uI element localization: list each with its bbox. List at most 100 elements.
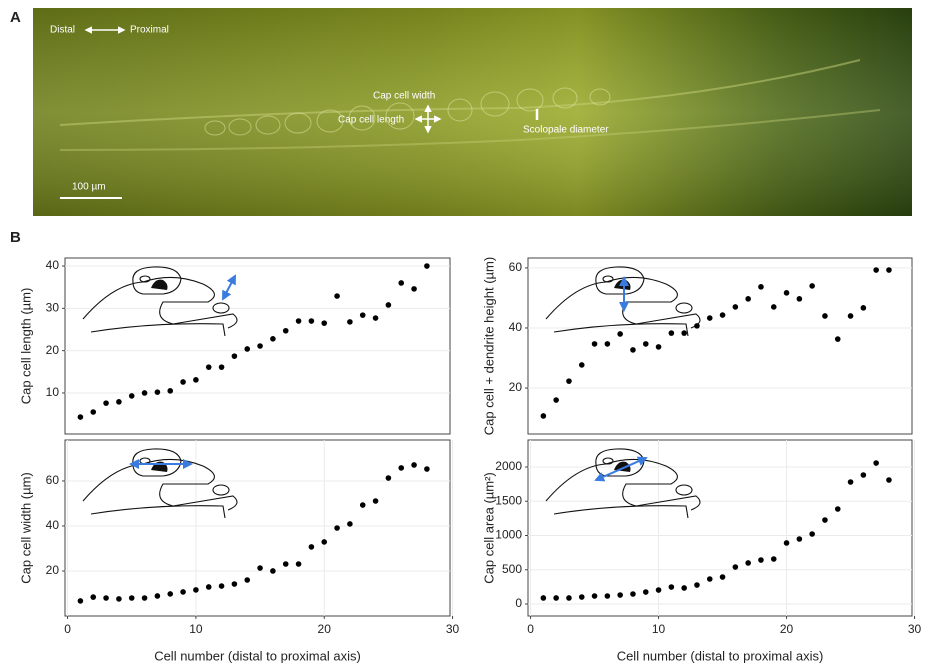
data-point: [347, 521, 353, 527]
data-point: [809, 531, 815, 537]
data-point: [745, 296, 751, 302]
data-point: [758, 557, 764, 563]
data-point: [847, 313, 854, 319]
diagram-arrow: [222, 274, 236, 301]
image-label: Cap cell width: [373, 91, 435, 102]
diagram-outline: [90, 505, 226, 519]
data-point: [566, 595, 572, 601]
data-point: [372, 315, 379, 321]
data-point: [424, 466, 430, 472]
data-point: [347, 319, 353, 325]
data-point: [642, 589, 649, 595]
data-point: [295, 561, 302, 567]
diagram-cell: [675, 484, 693, 496]
data-point: [321, 539, 328, 545]
data-point: [154, 389, 161, 395]
data-point: [617, 331, 623, 337]
data-point: [372, 498, 379, 504]
data-point: [141, 595, 148, 601]
diagram-arrow: [594, 456, 648, 482]
data-point: [334, 293, 340, 299]
diagram-outline: [553, 323, 689, 337]
data-point: [540, 413, 547, 419]
y-axis-label: Cap cell area (µm²): [481, 472, 496, 584]
data-point: [398, 465, 405, 471]
data-point: [732, 564, 739, 570]
data-point: [244, 577, 251, 583]
data-point: [257, 343, 263, 349]
data-point: [540, 595, 547, 601]
data-point: [167, 388, 174, 394]
data-point: [604, 341, 611, 347]
plot-area: [527, 439, 913, 617]
cell-diagram: [82, 266, 238, 337]
data-point: [321, 320, 328, 326]
organ-edge: [59, 109, 881, 151]
diagram-cell: [139, 275, 151, 283]
diagram-cell: [602, 275, 614, 283]
plot-area: [527, 257, 913, 435]
data-point: [128, 595, 135, 601]
y-axis-label: Cap cell length (µm): [18, 288, 33, 405]
data-point: [847, 479, 854, 485]
x-axis-label: Cell number (distal to proximal axis): [617, 648, 824, 663]
y-tick-label: 2000: [495, 459, 522, 473]
data-point: [860, 305, 867, 311]
data-point: [770, 556, 777, 562]
data-point: [719, 312, 726, 318]
data-point: [745, 560, 751, 566]
cell-diagram: [82, 448, 238, 519]
diagram-outline: [90, 323, 226, 337]
cells: [204, 87, 611, 136]
x-tick-label: 10: [652, 622, 666, 636]
data-point: [796, 296, 803, 302]
data-point: [642, 341, 649, 347]
y-tick-label: 20: [46, 343, 60, 357]
data-point: [205, 584, 212, 590]
data-point: [270, 568, 276, 574]
y-tick-label: 30: [46, 301, 60, 315]
data-point: [886, 477, 892, 483]
data-point: [591, 341, 598, 347]
diagram-cell: [212, 484, 230, 496]
plot-area: [64, 439, 451, 617]
data-point: [128, 393, 135, 399]
data-point: [103, 400, 109, 406]
data-point: [873, 460, 879, 466]
micrograph: Distal Proximal Cap cell width Cap cell …: [33, 8, 912, 216]
data-point: [834, 506, 841, 512]
x-tick-label: 0: [64, 622, 71, 636]
data-point: [193, 587, 199, 593]
data-point: [732, 304, 739, 310]
diagram-cell: [675, 302, 693, 314]
y-tick-label: 40: [46, 518, 60, 532]
data-point: [809, 283, 815, 289]
x-axis-label: Cell number (distal to proximal axis): [154, 648, 361, 663]
image-label: Cap cell length: [338, 115, 404, 126]
cell-diagram: [545, 448, 701, 519]
data-point: [154, 593, 161, 599]
data-point: [116, 596, 122, 602]
data-point: [385, 475, 392, 481]
data-point: [630, 347, 636, 353]
panel-label: B: [10, 229, 21, 246]
data-point: [604, 593, 611, 599]
x-tick-label: 30: [446, 622, 460, 636]
diagram-cap: [151, 279, 168, 290]
data-point: [270, 336, 276, 342]
data-point: [308, 318, 315, 324]
data-point: [591, 593, 598, 599]
data-point: [77, 414, 84, 420]
image-shading: [33, 8, 912, 216]
data-point: [180, 589, 186, 595]
data-point: [655, 344, 662, 350]
y-tick-label: 500: [502, 562, 522, 576]
data-point: [180, 379, 186, 385]
data-point: [257, 565, 263, 571]
data-point: [244, 346, 251, 352]
data-point: [834, 336, 841, 342]
data-point: [218, 364, 225, 370]
x-tick-label: 20: [780, 622, 794, 636]
data-point: [694, 323, 700, 329]
data-point: [873, 267, 879, 273]
